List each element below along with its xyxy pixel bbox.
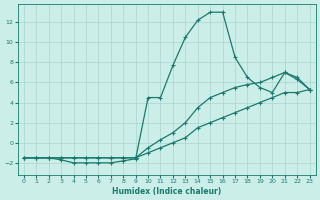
X-axis label: Humidex (Indice chaleur): Humidex (Indice chaleur) bbox=[112, 187, 221, 196]
